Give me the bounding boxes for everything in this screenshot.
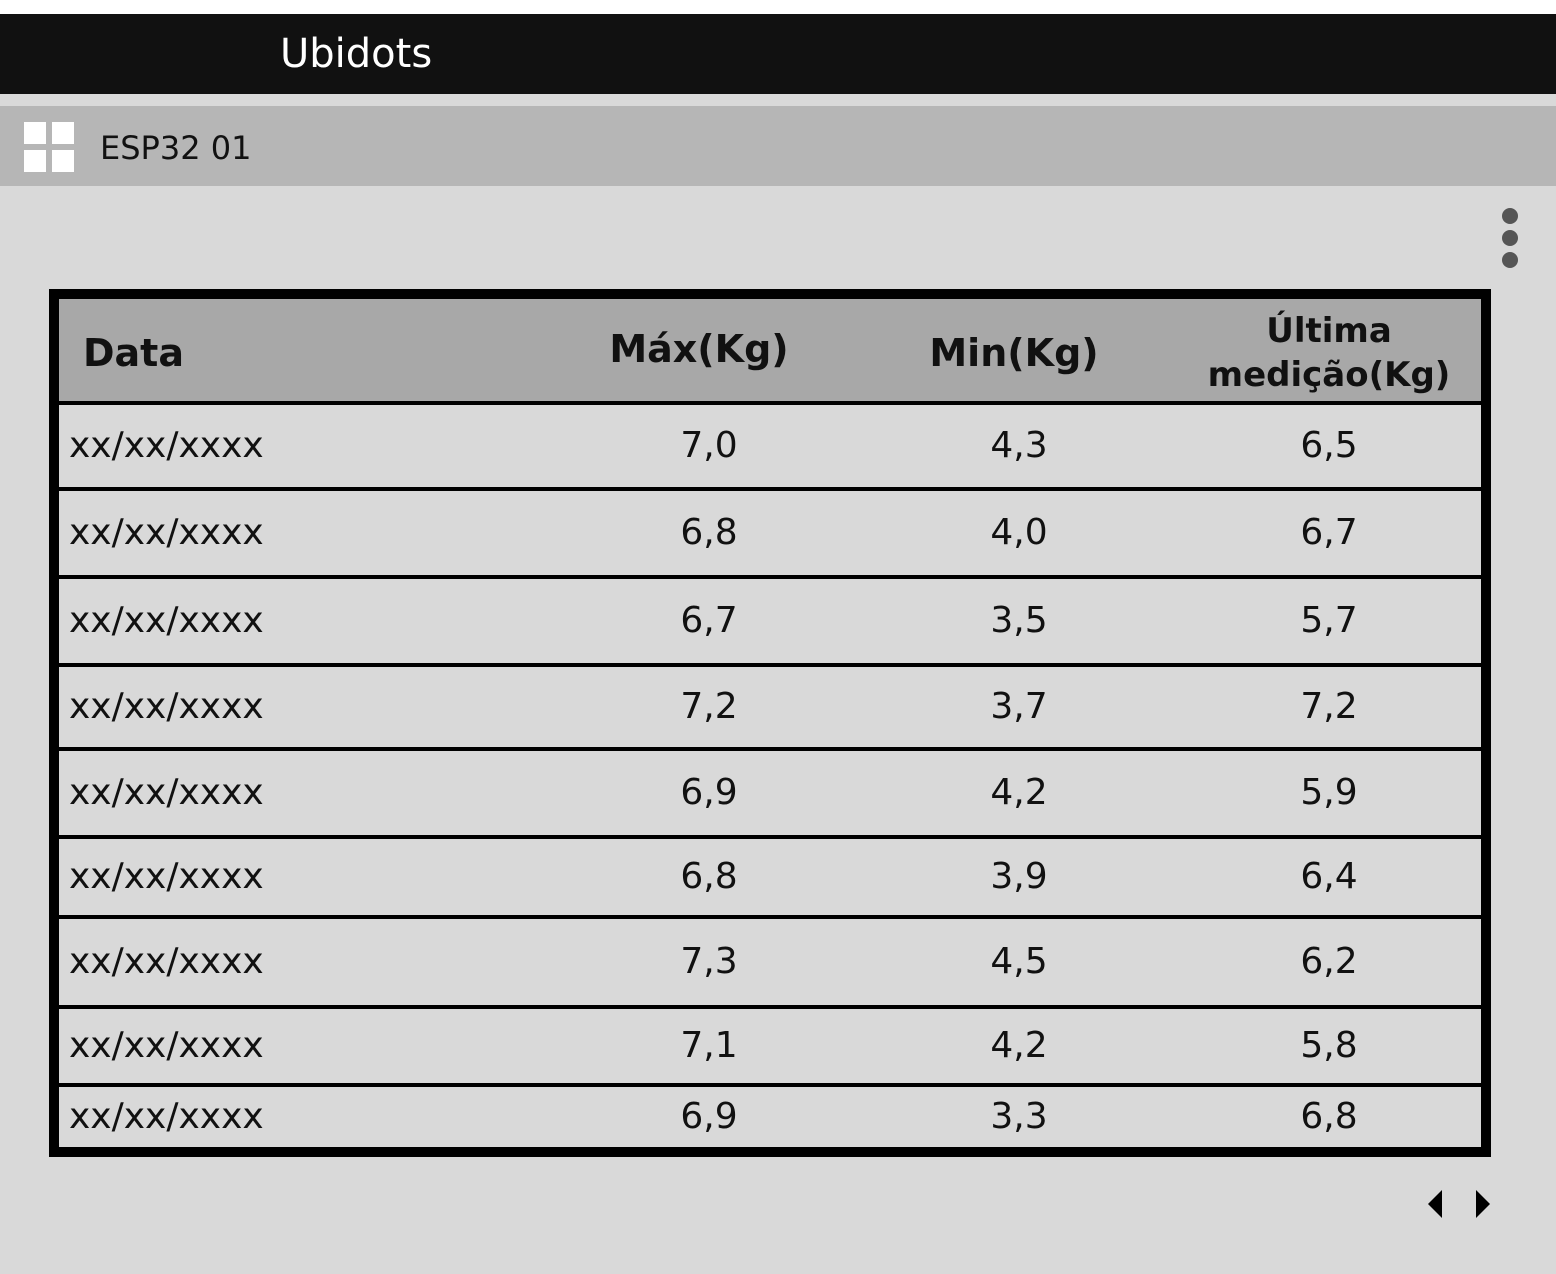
cell-last: 6,4: [1300, 856, 1358, 897]
cell-last: 7,2: [1300, 686, 1358, 727]
cell-min: 3,9: [990, 856, 1048, 897]
table-row: xx/xx/xxxx 6,7 3,5 5,7: [59, 579, 1481, 667]
cell-min: 4,2: [990, 772, 1048, 813]
table-header: Data Máx(Kg) Min(Kg) Última medição(Kg): [59, 299, 1481, 405]
table-row: xx/xx/xxxx 6,8 4,0 6,7: [59, 491, 1481, 579]
cell-last: 5,9: [1300, 772, 1358, 813]
cell-date: xx/xx/xxxx: [69, 1096, 264, 1137]
cell-last: 6,5: [1300, 425, 1358, 466]
cell-min: 4,0: [990, 512, 1048, 553]
table-row: xx/xx/xxxx 7,0 4,3 6,5: [59, 405, 1481, 491]
cell-last: 6,2: [1300, 941, 1358, 982]
table-row: xx/xx/xxxx 7,2 3,7 7,2: [59, 667, 1481, 751]
more-vertical-icon[interactable]: [1496, 206, 1524, 270]
column-header-max: Máx(Kg): [609, 327, 789, 371]
pagination-next-icon[interactable]: [1470, 1186, 1494, 1222]
device-bar: ESP32 01: [0, 106, 1556, 186]
device-name: ESP32 01: [100, 129, 252, 167]
cell-min: 3,5: [990, 600, 1048, 641]
cell-max: 7,0: [680, 425, 738, 466]
cell-date: xx/xx/xxxx: [69, 772, 264, 813]
table-row: xx/xx/xxxx 6,8 3,9 6,4: [59, 839, 1481, 919]
table-row: xx/xx/xxxx 6,9 4,2 5,9: [59, 751, 1481, 839]
cell-max: 6,7: [680, 600, 738, 641]
table-row: xx/xx/xxxx 7,3 4,5 6,2: [59, 919, 1481, 1009]
cell-min: 3,3: [990, 1096, 1048, 1137]
pagination-prev-icon[interactable]: [1424, 1186, 1448, 1222]
cell-date: xx/xx/xxxx: [69, 425, 264, 466]
cell-date: xx/xx/xxxx: [69, 512, 264, 553]
cell-last: 5,8: [1300, 1025, 1358, 1066]
column-header-last: Última medição(Kg): [1207, 311, 1451, 395]
cell-max: 7,2: [680, 686, 738, 727]
cell-max: 6,9: [680, 1096, 738, 1137]
cell-max: 6,8: [680, 856, 738, 897]
cell-min: 4,2: [990, 1025, 1048, 1066]
cell-min: 4,5: [990, 941, 1048, 982]
cell-last: 6,7: [1300, 512, 1358, 553]
cell-max: 7,1: [680, 1025, 738, 1066]
cell-max: 6,9: [680, 772, 738, 813]
cell-date: xx/xx/xxxx: [69, 600, 264, 641]
column-header-min: Min(Kg): [929, 331, 1099, 375]
cell-last: 6,8: [1300, 1096, 1358, 1137]
cell-last: 5,7: [1300, 600, 1358, 641]
dashboard-grid-icon[interactable]: [24, 122, 74, 172]
cell-min: 3,7: [990, 686, 1048, 727]
cell-date: xx/xx/xxxx: [69, 856, 264, 897]
cell-max: 6,8: [680, 512, 738, 553]
cell-min: 4,3: [990, 425, 1048, 466]
table-row: xx/xx/xxxx 6,9 3,3 6,8: [59, 1087, 1481, 1147]
top-bar: Ubidots: [0, 14, 1556, 94]
cell-date: xx/xx/xxxx: [69, 941, 264, 982]
column-header-data: Data: [83, 331, 184, 375]
table-row: xx/xx/xxxx 7,1 4,2 5,8: [59, 1009, 1481, 1087]
cell-date: xx/xx/xxxx: [69, 1025, 264, 1066]
app-title: Ubidots: [280, 31, 433, 77]
weight-table: Data Máx(Kg) Min(Kg) Última medição(Kg) …: [49, 289, 1491, 1157]
cell-max: 7,3: [680, 941, 738, 982]
cell-date: xx/xx/xxxx: [69, 686, 264, 727]
